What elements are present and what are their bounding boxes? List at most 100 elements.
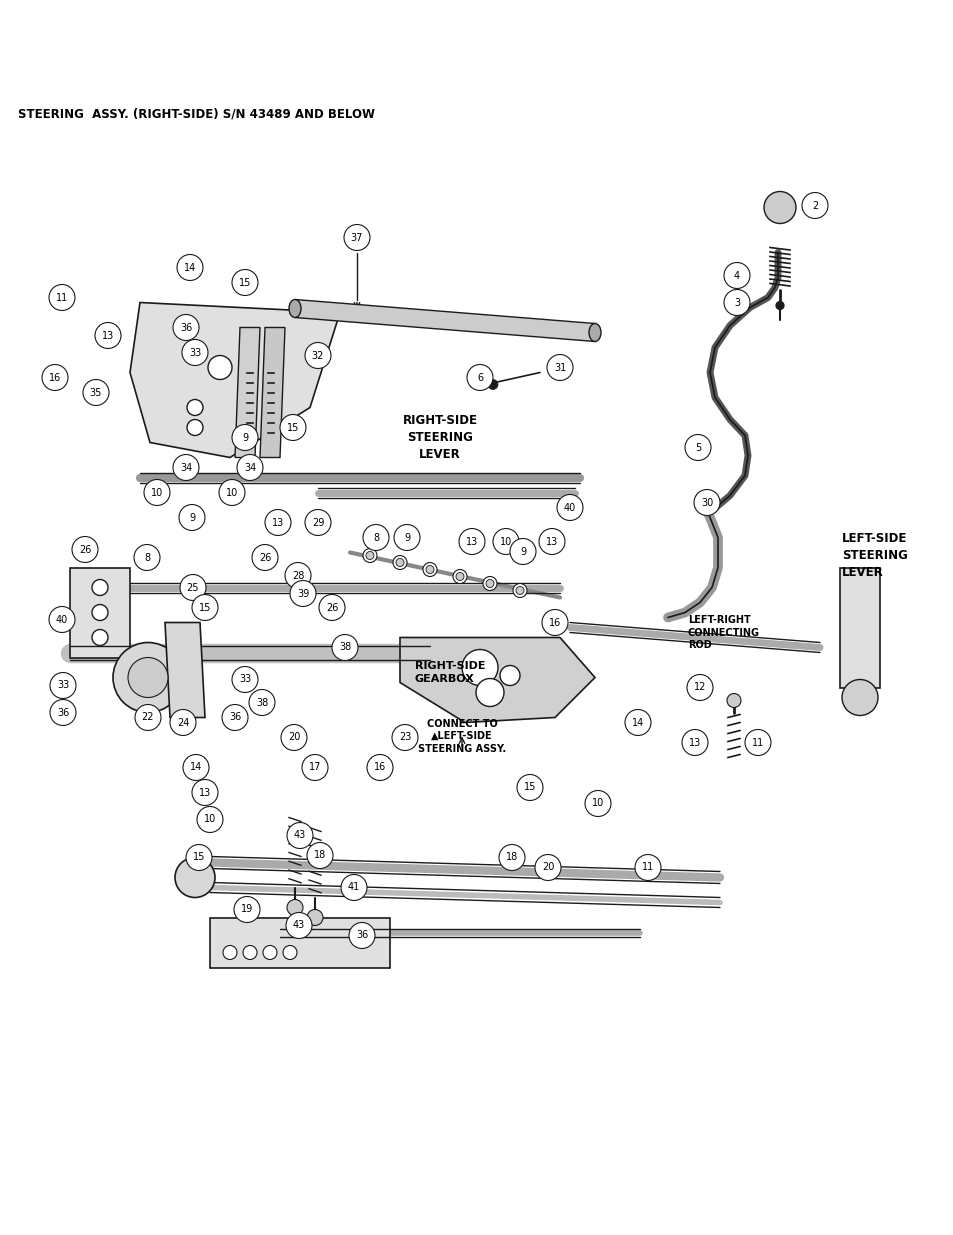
Circle shape [684,435,710,461]
Text: 15: 15 [287,422,299,432]
Circle shape [723,289,749,315]
Circle shape [50,699,76,725]
Circle shape [128,657,168,698]
Text: 3: 3 [733,298,740,308]
Text: 30: 30 [700,498,713,508]
Circle shape [367,755,393,781]
Circle shape [541,610,567,636]
Text: 36: 36 [180,322,192,332]
Circle shape [49,606,75,632]
Circle shape [232,667,257,693]
Text: 36: 36 [57,708,69,718]
Text: 9: 9 [403,532,410,542]
Circle shape [453,569,467,583]
Circle shape [172,454,199,480]
Circle shape [283,946,296,960]
Text: 41: 41 [348,883,359,893]
Circle shape [366,552,374,559]
Text: 18: 18 [314,851,326,861]
Circle shape [280,415,306,441]
Circle shape [392,725,417,751]
Circle shape [498,845,524,871]
Text: 19: 19 [240,904,253,914]
Circle shape [493,529,518,555]
Text: 13: 13 [465,536,477,547]
Text: 40: 40 [56,615,68,625]
Text: 34: 34 [180,462,192,473]
Text: 6: 6 [476,373,482,383]
Polygon shape [70,568,130,657]
Text: 24: 24 [176,718,189,727]
Text: 15: 15 [193,852,205,862]
Circle shape [91,604,108,620]
Circle shape [393,556,407,569]
Text: 14: 14 [190,762,202,773]
Text: 26: 26 [79,545,91,555]
Text: 11: 11 [751,737,763,747]
Circle shape [344,225,370,251]
Circle shape [265,510,291,536]
Text: 9: 9 [519,547,525,557]
Circle shape [499,666,519,685]
Polygon shape [294,300,595,342]
Circle shape [223,946,236,960]
Text: 11: 11 [641,862,654,872]
Text: 36: 36 [355,930,368,941]
Circle shape [192,594,218,620]
Text: 16: 16 [374,762,386,773]
Text: 33: 33 [57,680,69,690]
Circle shape [219,479,245,505]
Circle shape [349,923,375,948]
Text: 25: 25 [187,583,199,593]
Polygon shape [260,327,285,457]
Circle shape [516,587,523,594]
Polygon shape [234,327,260,457]
Text: 4: 4 [733,270,740,280]
Circle shape [488,379,497,389]
Circle shape [252,545,277,571]
Circle shape [763,191,795,224]
Circle shape [485,579,494,588]
Circle shape [363,548,376,562]
Text: LEFT-SIDE
STEERING
LEVER: LEFT-SIDE STEERING LEVER [841,532,907,579]
Circle shape [510,538,536,564]
Text: 13: 13 [545,536,558,547]
Circle shape [624,709,650,736]
Polygon shape [165,622,205,718]
Circle shape [686,674,712,700]
Circle shape [744,730,770,756]
Circle shape [290,580,315,606]
Text: 28: 28 [292,571,304,580]
Circle shape [287,899,303,915]
Circle shape [635,855,660,881]
Text: 31: 31 [554,363,565,373]
Text: 13: 13 [272,517,284,527]
Text: 32: 32 [312,351,324,361]
Text: 33: 33 [189,347,201,357]
Circle shape [693,489,720,515]
Text: 39: 39 [296,589,309,599]
Circle shape [841,679,877,715]
Circle shape [187,420,203,436]
Text: 43: 43 [293,920,305,930]
Circle shape [243,946,256,960]
Text: 15: 15 [238,278,251,288]
Text: 35: 35 [90,388,102,398]
Bar [210,918,390,967]
Circle shape [249,689,274,715]
Text: 26: 26 [326,603,337,613]
Text: STEERING  ASSY. (RIGHT-SIDE) S/N 43489 AND BELOW: STEERING ASSY. (RIGHT-SIDE) S/N 43489 AN… [18,107,375,121]
Text: 23: 23 [398,732,411,742]
Text: 16: 16 [548,618,560,627]
Circle shape [285,562,311,589]
Text: PAGE 50 — JTN RIDE-ON TROWEL—  OPERATION & PARTS MANUAL — REV. #5 (08/03/067): PAGE 50 — JTN RIDE-ON TROWEL— OPERATION … [112,1189,841,1204]
Circle shape [726,694,740,708]
Text: 16: 16 [49,373,61,383]
Circle shape [513,583,526,598]
Text: 10: 10 [204,815,216,825]
Text: RIGHT-SIDE
GEARBOX: RIGHT-SIDE GEARBOX [415,661,485,684]
Text: 14: 14 [184,263,196,273]
Circle shape [307,842,333,868]
Text: 29: 29 [312,517,324,527]
Circle shape [302,755,328,781]
